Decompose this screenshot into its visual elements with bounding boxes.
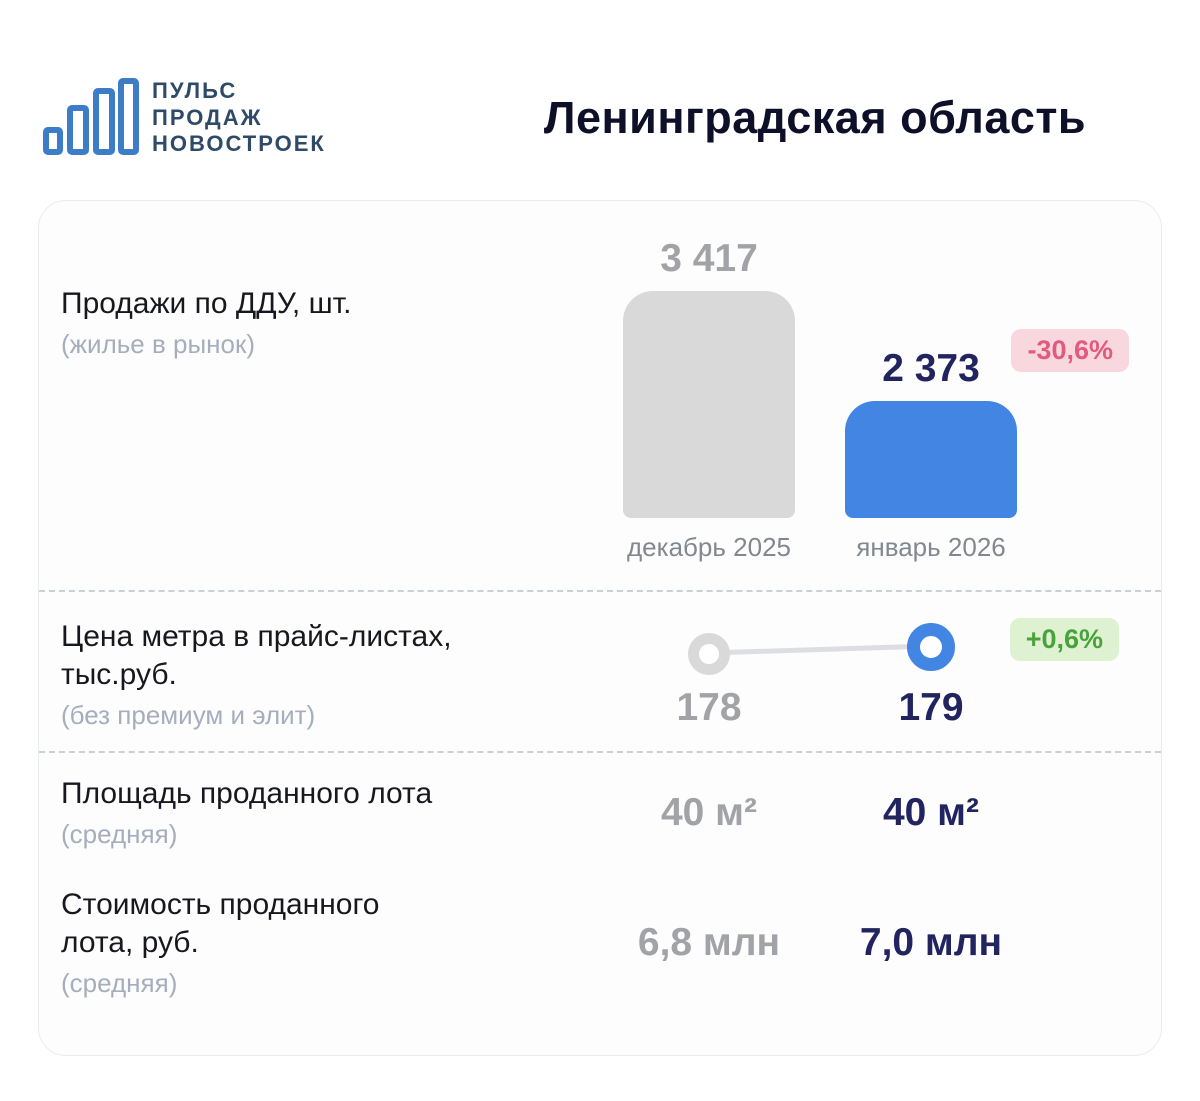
bar-group-previous: 3 417 декабрь 2025 bbox=[598, 237, 820, 568]
area-label-block: Площадь проданного лота (средняя) bbox=[61, 775, 598, 850]
price-label: Цена метра в прайс-листах, тыс.руб. bbox=[61, 620, 452, 692]
price-point-current bbox=[907, 623, 955, 671]
bar-group-current: 2 373 январь 2026 bbox=[820, 347, 1042, 568]
price-value-previous: 178 bbox=[676, 686, 742, 729]
price-sublabel: (без премиум и элит) bbox=[61, 700, 316, 731]
bar-value-previous: 3 417 bbox=[660, 237, 758, 280]
section-price: Цена метра в прайс-листах, тыс.руб. (без… bbox=[39, 590, 1161, 751]
price-label-block: Цена метра в прайс-листах, тыс.руб. (без… bbox=[61, 618, 598, 731]
header: ПУЛЬС ПРОДАЖ НОВОСТРОЕК Ленинградская об… bbox=[0, 0, 1200, 158]
bar-previous-month bbox=[623, 291, 795, 518]
cost-label: Стоимость проданного лота, руб. bbox=[61, 888, 380, 960]
price-change-badge: +0,6% bbox=[1009, 618, 1119, 661]
stats-card: Продажи по ДДУ, шт. (жилье в рынок) 3 41… bbox=[38, 200, 1162, 1057]
price-points-row bbox=[598, 618, 1042, 682]
section-cost: Стоимость проданного лота, руб. (средняя… bbox=[39, 864, 1161, 1055]
price-values-row: 178 179 bbox=[598, 686, 1042, 730]
cost-label-block: Стоимость проданного лота, руб. (средняя… bbox=[61, 886, 598, 999]
price-point-previous bbox=[688, 633, 730, 675]
bar-category-previous: декабрь 2025 bbox=[627, 532, 791, 562]
sales-change-badge: -30,6% bbox=[1011, 329, 1129, 372]
cost-sublabel: (средняя) bbox=[61, 968, 178, 999]
sales-label: Продажи по ДДУ, шт. bbox=[61, 287, 352, 320]
page-title: Ленинградская область bbox=[543, 92, 1087, 143]
sales-bar-chart: 3 417 декабрь 2025 2 373 январь 2026 bbox=[598, 237, 1042, 568]
price-dot-plot: 178 179 bbox=[598, 618, 1042, 731]
cost-value-current: 7,0 млн bbox=[859, 920, 1003, 964]
sales-sublabel: (жилье в рынок) bbox=[61, 329, 256, 360]
pulse-bars-icon bbox=[43, 78, 139, 155]
logo: ПУЛЬС ПРОДАЖ НОВОСТРОЕК bbox=[40, 78, 380, 158]
bar-category-current: январь 2026 bbox=[856, 532, 1006, 562]
sales-label-block: Продажи по ДДУ, шт. (жилье в рынок) bbox=[61, 237, 598, 568]
area-label: Площадь проданного лота bbox=[61, 777, 433, 811]
section-area: Площадь проданного лота (средняя) 40 м² … bbox=[39, 751, 1161, 864]
area-value-previous: 40 м² bbox=[660, 790, 758, 834]
cost-value-previous: 6,8 млн bbox=[637, 920, 781, 964]
section-sales: Продажи по ДДУ, шт. (жилье в рынок) 3 41… bbox=[39, 201, 1161, 590]
area-value-current: 40 м² bbox=[882, 790, 980, 834]
area-sublabel: (средняя) bbox=[61, 819, 178, 850]
bar-current-month bbox=[845, 401, 1017, 518]
point-col-current bbox=[820, 623, 1042, 674]
logo-text: ПУЛЬС ПРОДАЖ НОВОСТРОЕК bbox=[152, 78, 326, 157]
price-value-current: 179 bbox=[898, 686, 964, 729]
point-col-previous bbox=[598, 629, 820, 675]
bar-value-current: 2 373 bbox=[882, 347, 980, 390]
